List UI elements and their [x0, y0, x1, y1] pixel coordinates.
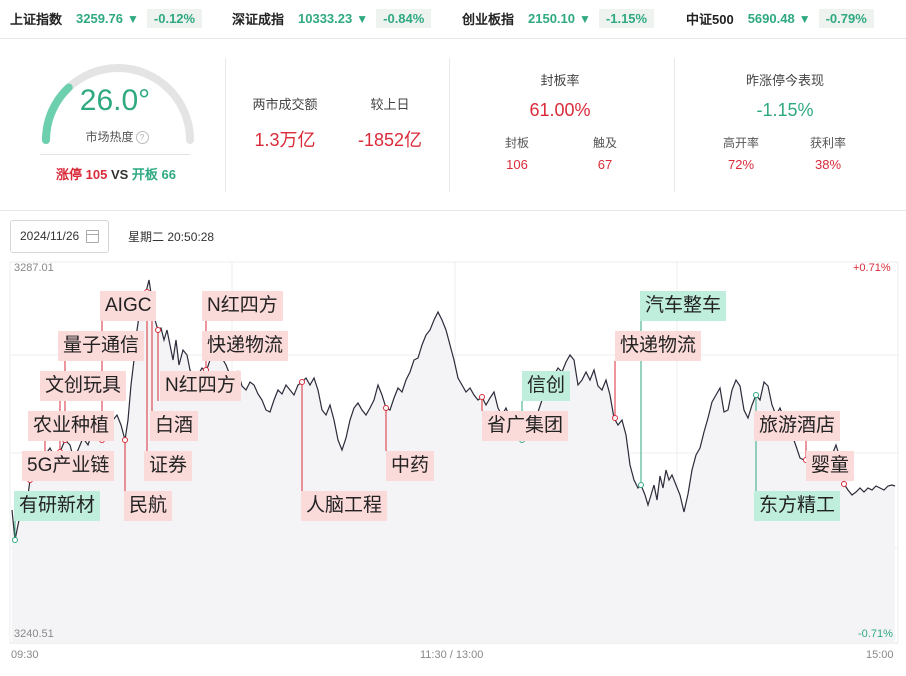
high-open-label: 高开率 — [722, 136, 759, 150]
heat-label: 市场热度 — [85, 130, 134, 144]
x-axis-end: 15:00 — [866, 649, 894, 661]
divider — [225, 58, 226, 192]
vs-label: VS — [110, 167, 129, 182]
date-picker[interactable]: 2024/11/26 — [10, 220, 109, 253]
seal-rate-value: 61.00% — [529, 100, 591, 120]
sector-tag[interactable]: 人脑工程 — [301, 491, 388, 521]
tag-anchor-dot — [12, 537, 18, 543]
sector-tag[interactable]: 文创玩具 — [40, 371, 127, 401]
help-icon[interactable]: ? — [135, 131, 149, 145]
sector-tag[interactable]: AIGC — [100, 291, 157, 321]
index-name: 上证指数 — [10, 12, 63, 27]
divider — [40, 154, 190, 155]
market-stats-panel: 26.0° 市场热度? 涨停 105 VS 开板 66 两市成交额 1.3万亿 … — [0, 44, 906, 211]
x-axis-start: 09:30 — [11, 649, 39, 661]
date-value: 2024/11/26 — [20, 229, 80, 243]
index-value: 5690.48 — [747, 11, 795, 26]
y-axis-top: 3287.01 — [14, 262, 54, 274]
sector-tag[interactable]: N红四方 — [202, 291, 283, 321]
tag-anchor-dot — [122, 437, 128, 443]
divider — [449, 58, 450, 192]
tag-anchor-dot — [155, 327, 161, 333]
limit-up-count: 105 — [85, 167, 108, 182]
profit-value: 38% — [814, 157, 842, 172]
down-arrow-icon: ▼ — [798, 11, 811, 26]
heat-value: 26.0° — [79, 84, 151, 117]
touched-label: 触及 — [592, 136, 617, 150]
yesterday-value: -1.15% — [756, 100, 814, 120]
open-label: 开板 — [131, 167, 158, 182]
tag-anchor-dot — [753, 392, 759, 398]
sector-tag[interactable]: 白酒 — [150, 411, 199, 441]
heat-gauge — [42, 64, 194, 144]
divider — [674, 58, 675, 192]
index-ticker-bar: 上证指数 3259.76 ▼ -0.12% 深证成指 10333.23 ▼ -0… — [0, 0, 906, 39]
seal-rate-label: 封板率 — [540, 73, 580, 88]
compare-value: -1852亿 — [357, 130, 423, 150]
price-area — [12, 280, 895, 643]
sector-tag[interactable]: 汽车整车 — [640, 291, 727, 321]
sector-tag[interactable]: 东方精工 — [754, 491, 841, 521]
sector-tag[interactable]: N红四方 — [160, 371, 241, 401]
sector-tag[interactable]: 中药 — [386, 451, 435, 481]
profit-label: 获利率 — [809, 136, 846, 150]
index-chinext[interactable]: 创业板指 2150.10 ▼ -1.15% — [462, 9, 655, 28]
sector-tag[interactable]: 快递物流 — [202, 331, 289, 361]
tag-anchor-dot — [383, 405, 389, 411]
limit-up-vs-open: 涨停 105 VS 开板 66 — [20, 164, 212, 183]
x-axis-mid: 11:30 / 13:00 — [420, 649, 484, 661]
down-arrow-icon: ▼ — [579, 11, 591, 26]
high-open-value: 72% — [727, 157, 755, 172]
index-name: 深证成指 — [232, 12, 285, 27]
sector-tag[interactable]: 信创 — [522, 371, 571, 401]
calendar-icon — [86, 230, 99, 243]
down-arrow-icon: ▼ — [356, 11, 369, 26]
heat-label-row: 市场热度? — [62, 128, 172, 145]
sector-tag[interactable]: 快递物流 — [615, 331, 702, 361]
limit-up-label: 涨停 — [55, 167, 82, 182]
index-change: -1.15% — [598, 9, 655, 28]
tag-anchor-dot — [299, 379, 305, 385]
index-change: -0.79% — [818, 9, 874, 28]
sector-tag[interactable]: 有研新材 — [14, 491, 101, 521]
sector-tag[interactable]: 婴童 — [806, 451, 855, 481]
index-change: -0.84% — [376, 9, 432, 28]
pct-axis-top: +0.71% — [853, 262, 891, 274]
sector-tag[interactable]: 证券 — [144, 451, 193, 481]
pct-axis-bottom: -0.71% — [858, 628, 893, 640]
sector-tag[interactable]: 5G产业链 — [22, 451, 115, 481]
index-name: 中证500 — [686, 12, 734, 27]
sector-tag[interactable]: 农业种植 — [28, 411, 115, 441]
compare-label: 较上日 — [370, 97, 410, 112]
yesterday-label: 昨涨停今表现 — [745, 73, 824, 88]
sector-tag[interactable]: 省广集团 — [482, 411, 569, 441]
index-csi500[interactable]: 中证500 5690.48 ▼ -0.79% — [686, 9, 874, 28]
sector-tag[interactable]: 量子通信 — [58, 331, 145, 361]
tag-anchor-dot — [841, 481, 847, 487]
price-line — [11, 279, 896, 541]
index-name: 创业板指 — [462, 12, 515, 27]
index-value: 2150.10 — [528, 11, 576, 26]
sector-tag[interactable]: 民航 — [124, 491, 173, 521]
sector-tag[interactable]: 旅游酒店 — [754, 411, 841, 441]
heat-gauge-fill — [42, 83, 73, 144]
touched-value: 67 — [597, 157, 613, 172]
weekday-time: 星期二 20:50:28 — [128, 230, 215, 244]
index-shanghai[interactable]: 上证指数 3259.76 ▼ -0.12% — [10, 9, 203, 28]
tag-anchor-dot — [638, 482, 644, 488]
index-value: 10333.23 — [298, 11, 353, 26]
index-shenzhen[interactable]: 深证成指 10333.23 ▼ -0.84% — [232, 9, 432, 28]
tag-anchor-dot — [479, 394, 485, 400]
y-axis-bottom: 3240.51 — [14, 628, 54, 640]
index-value: 3259.76 — [76, 11, 124, 26]
open-count: 66 — [161, 167, 177, 182]
turnover-value: 1.3万亿 — [254, 130, 316, 150]
down-arrow-icon: ▼ — [127, 11, 139, 26]
turnover-label: 两市成交额 — [252, 97, 318, 112]
sealed-value: 106 — [506, 157, 528, 172]
index-change: -0.12% — [146, 9, 203, 28]
tag-anchor-dot — [612, 415, 618, 421]
sealed-label: 封板 — [504, 136, 529, 150]
